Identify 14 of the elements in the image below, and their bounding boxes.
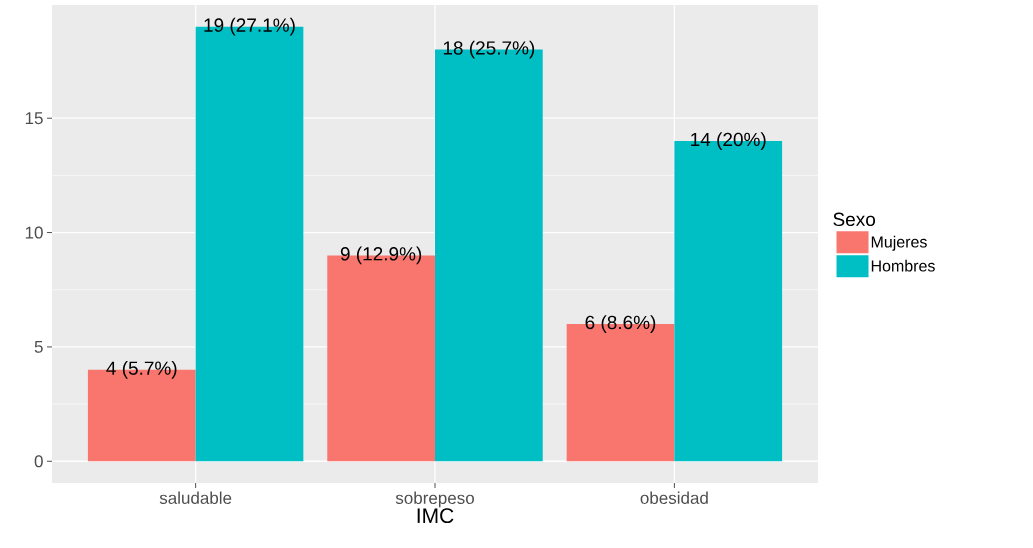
legend-title: Sexo (833, 212, 876, 227)
y-tick-label: 5 (34, 340, 43, 353)
legend-label: Hombres (871, 259, 935, 272)
x-tick-label: saludable (159, 491, 232, 505)
y-tick-label: 10 (25, 226, 43, 239)
y-tick-label: 15 (25, 112, 43, 125)
x-axis-title: IMC (417, 508, 454, 524)
data-label: 6 (8.6%) (585, 315, 656, 333)
data-label: 9 (12.9%) (340, 246, 422, 265)
data-label: 4 (5.7%) (106, 360, 177, 379)
legend-label: Mujeres (871, 235, 927, 251)
x-tick-label: sobrepeso (395, 491, 474, 508)
y-tick-label: 0 (34, 455, 43, 468)
x-tick-label: obesidad (640, 491, 708, 505)
